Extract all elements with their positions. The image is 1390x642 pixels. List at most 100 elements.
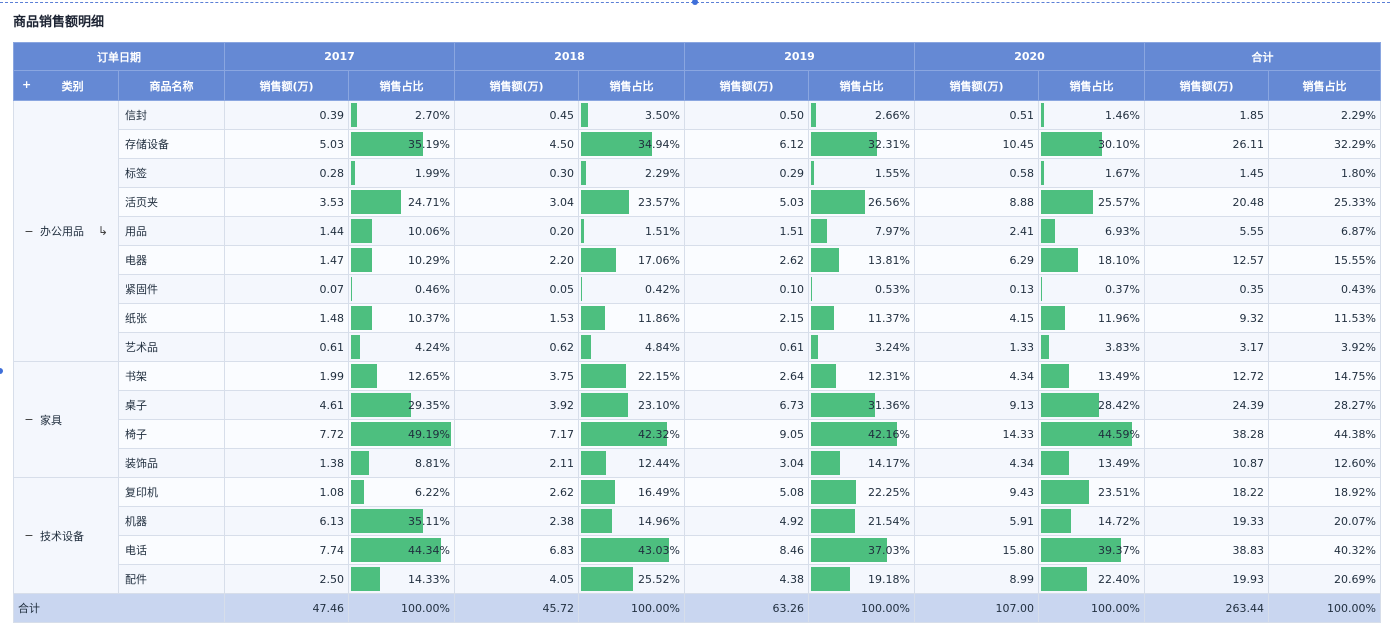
sales-value-cell: 6.12 — [684, 129, 809, 159]
share-cell: 7.97% — [808, 216, 915, 246]
row-total-sales-cell: 18.22 — [1144, 477, 1269, 507]
share-value: 18.10% — [1098, 253, 1140, 267]
share-cell: 43.03% — [578, 535, 685, 565]
sales-header[interactable]: 销售额(万) — [454, 70, 579, 101]
sales-value-cell: 0.05 — [454, 274, 579, 304]
table-row[interactable]: 紧固件 0.07 0.46% 0.05 0.42% 0.10 0.53% 0.13 0.37% 0… — [14, 274, 1381, 304]
total-header[interactable]: 合计 — [1144, 42, 1381, 71]
share-bar — [581, 161, 586, 185]
share-value: 1.99% — [415, 166, 450, 180]
share-value: 14.72% — [1098, 514, 1140, 528]
table-row[interactable]: 装饰品 1.38 8.81% 2.11 12.44% 3.04 14.17% 4.34 13.4… — [14, 448, 1381, 478]
share-cell: 11.86% — [578, 303, 685, 333]
product-name-cell: 用品 — [118, 216, 225, 246]
sales-value-cell: 4.61 — [224, 390, 349, 420]
table-row[interactable]: 纸张 1.48 10.37% 1.53 11.86% 2.15 11.37% 4.15 11.9… — [14, 303, 1381, 333]
sales-header[interactable]: 销售额(万) — [914, 70, 1039, 101]
resize-handle-left[interactable] — [0, 368, 3, 374]
table-row[interactable]: 用品 1.44 10.06% 0.20 1.51% 1.51 7.97% 2.41 6.93% 5… — [14, 216, 1381, 246]
row-total-sales-cell: 3.17 — [1144, 332, 1269, 362]
share-value: 39.37% — [1098, 543, 1140, 557]
table-row[interactable]: 椅子 7.72 49.19% 7.17 42.32% 9.05 42.16% 14.33 44.… — [14, 419, 1381, 449]
share-bar — [351, 480, 364, 504]
sales-value-cell: 2.15 — [684, 303, 809, 333]
share-value: 4.84% — [645, 340, 680, 354]
table-row[interactable]: 标签 0.28 1.99% 0.30 2.29% 0.29 1.55% 0.58 1.67% 1.… — [14, 158, 1381, 188]
product-header[interactable]: 商品名称 — [118, 70, 225, 101]
resize-handle-top[interactable] — [692, 0, 698, 5]
sales-header[interactable]: 销售额(万) — [224, 70, 349, 101]
share-header[interactable]: 销售占比 — [578, 70, 685, 101]
year-header-2017[interactable]: 2017 — [224, 42, 455, 71]
table-row[interactable]: − 技术设备 复印机 1.08 6.22% 2.62 16.49% 5.08 22.25% 9.4… — [13, 477, 1381, 594]
drill-down-icon[interactable]: ↳ — [97, 224, 108, 238]
share-value: 2.29% — [645, 166, 680, 180]
share-bar — [811, 103, 816, 127]
share-value: 22.25% — [868, 485, 910, 499]
grand-total-share-cell: 100.00% — [348, 593, 455, 623]
share-bar — [1041, 161, 1044, 185]
sales-value-cell: 9.43 — [914, 477, 1039, 507]
share-header[interactable]: 销售占比 — [1038, 70, 1145, 101]
sales-header[interactable]: 销售额(万) — [1144, 70, 1269, 101]
table-row[interactable]: − 办公用品 ↳ 信封 0.39 2.70% 0.45 3.50% 0.50 2.66% 0.51 1… — [13, 100, 1381, 362]
share-bar — [1041, 364, 1069, 388]
table-row[interactable]: 机器 6.13 35.11% 2.38 14.96% 4.92 21.54% 5.91 14.7… — [14, 506, 1381, 536]
share-cell: 0.42% — [578, 274, 685, 304]
share-value: 26.56% — [868, 195, 910, 209]
product-name-cell: 电话 — [118, 535, 225, 565]
year-header-2019[interactable]: 2019 — [684, 42, 915, 71]
sales-value-cell: 4.34 — [914, 448, 1039, 478]
share-cell: 10.37% — [348, 303, 455, 333]
share-header[interactable]: 销售占比 — [1268, 70, 1381, 101]
sales-value-cell: 5.03 — [684, 187, 809, 217]
category-label: 办公用品 — [40, 225, 84, 238]
share-bar — [581, 480, 615, 504]
share-value: 44.34% — [408, 543, 450, 557]
year-header-2018[interactable]: 2018 — [454, 42, 685, 71]
share-header[interactable]: 销售占比 — [808, 70, 915, 101]
share-header[interactable]: 销售占比 — [348, 70, 455, 101]
grand-total-sales-cell: 263.44 — [1144, 593, 1269, 623]
category-cell[interactable]: − 办公用品 ↳ — [13, 100, 119, 362]
table-row[interactable]: 存储设备 5.03 35.19% 4.50 34.94% 6.12 32.31% 10.45 3… — [14, 129, 1381, 159]
sales-header[interactable]: 销售额(万) — [684, 70, 809, 101]
order-date-header[interactable]: 订单日期 — [13, 42, 225, 71]
table-row[interactable]: 配件 2.50 14.33% 4.05 25.52% 4.38 19.18% 8.99 22.4… — [14, 564, 1381, 594]
category-cell[interactable]: − 家具 — [13, 361, 119, 478]
share-bar — [351, 422, 451, 446]
share-bar — [351, 393, 411, 417]
share-bar — [351, 509, 423, 533]
row-total-sales-cell: 38.28 — [1144, 419, 1269, 449]
sales-value-cell: 7.74 — [224, 535, 349, 565]
year-header-2020[interactable]: 2020 — [914, 42, 1145, 71]
table-row[interactable]: − 家具 书架 1.99 12.65% 3.75 22.15% 2.64 12.31% 4.34 1… — [13, 361, 1381, 478]
category-cell[interactable]: − 技术设备 — [13, 477, 119, 594]
table-row[interactable]: 桌子 4.61 29.35% 3.92 23.10% 6.73 31.36% 9.13 28.4… — [14, 390, 1381, 420]
sales-value-cell: 1.08 — [224, 477, 349, 507]
collapse-icon[interactable]: − — [24, 224, 34, 238]
plus-icon[interactable]: + — [22, 77, 32, 91]
share-bar — [1041, 509, 1071, 533]
sales-value-cell: 5.03 — [224, 129, 349, 159]
sales-value-cell: 4.92 — [684, 506, 809, 536]
share-value: 14.96% — [638, 514, 680, 528]
table-row[interactable]: 艺术品 0.61 4.24% 0.62 4.84% 0.61 3.24% 1.33 3.83% 3… — [14, 332, 1381, 362]
row-total-share-cell: 28.27% — [1268, 390, 1381, 420]
sales-value-cell: 0.58 — [914, 158, 1039, 188]
share-cell: 32.31% — [808, 129, 915, 159]
share-cell: 22.15% — [578, 361, 685, 391]
sales-value-cell: 6.13 — [224, 506, 349, 536]
table-row[interactable]: 电器 1.47 10.29% 2.20 17.06% 2.62 13.81% 6.29 18.1… — [14, 245, 1381, 275]
share-bar — [351, 277, 352, 301]
collapse-icon[interactable]: − — [24, 413, 34, 426]
category-header[interactable]: + 类别 — [13, 70, 119, 101]
table-row[interactable]: 电话 7.74 44.34% 6.83 43.03% 8.46 37.03% 15.80 39.… — [14, 535, 1381, 565]
share-value: 29.35% — [408, 398, 450, 412]
table-row[interactable]: 活页夹 3.53 24.71% 3.04 23.57% 5.03 26.56% 8.88 25.… — [14, 187, 1381, 217]
share-value: 28.42% — [1098, 398, 1140, 412]
share-cell: 11.37% — [808, 303, 915, 333]
share-bar — [581, 509, 612, 533]
collapse-icon[interactable]: − — [24, 529, 34, 542]
share-bar — [1041, 393, 1099, 417]
